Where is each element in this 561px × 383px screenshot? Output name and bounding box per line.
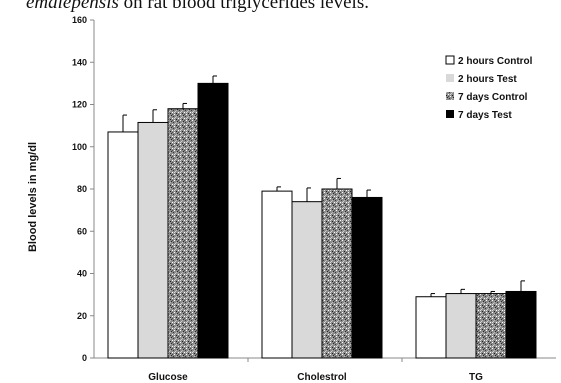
figure-caption: emalepensis on rat blood triglycerides l…: [26, 0, 369, 14]
y-tick-label: 40: [77, 269, 87, 279]
legend-swatch-3: [446, 92, 454, 100]
bar-4-glucose: [197, 82, 229, 359]
y-tick-label: 60: [77, 226, 87, 236]
bar-3-tg: [475, 293, 507, 359]
x-category-label: Glucose: [148, 372, 188, 383]
x-category-label: TG: [469, 372, 483, 383]
legend-label-2: 2 hours Test: [458, 74, 517, 85]
bar-2-cholestrol: [291, 201, 323, 359]
y-tick-label: 20: [77, 311, 87, 321]
bar-1-tg: [415, 296, 447, 359]
bar-2-tg: [445, 293, 477, 359]
bar-3-glucose: [167, 108, 199, 359]
x-category-label: Cholestrol: [297, 372, 347, 383]
legend-label-1: 2 hours Control: [458, 56, 533, 67]
legend-swatch-1: [445, 55, 455, 65]
bar-1-glucose: [107, 131, 139, 359]
y-axis-label: Blood levels in mg/dl: [27, 142, 39, 252]
y-tick-label: 140: [72, 57, 87, 67]
y-tick-label: 160: [72, 15, 87, 25]
legend: 2 hours Control 2 hours Test 7 days Contro…: [445, 55, 533, 121]
legend-label-4: 7 days Test: [458, 110, 512, 121]
y-tick-label: 120: [72, 100, 87, 110]
bar-3-cholestrol: [321, 188, 353, 359]
legend-swatch-4: [446, 110, 454, 118]
bar-4-tg: [505, 290, 537, 359]
legend-swatch-2: [446, 74, 454, 82]
y-tick-label: 0: [82, 353, 87, 363]
y-tick-label: 100: [72, 142, 87, 152]
caption-text: on rat blood triglycerides levels.: [118, 0, 369, 13]
bar-1-cholestrol: [261, 190, 293, 359]
bar-4-cholestrol: [351, 196, 383, 359]
caption-italic: emalepensis: [26, 0, 119, 13]
legend-label-3: 7 days Control: [458, 92, 528, 103]
y-tick-label: 80: [77, 184, 87, 194]
bars: [107, 75, 537, 359]
bar-2-glucose: [137, 121, 169, 359]
